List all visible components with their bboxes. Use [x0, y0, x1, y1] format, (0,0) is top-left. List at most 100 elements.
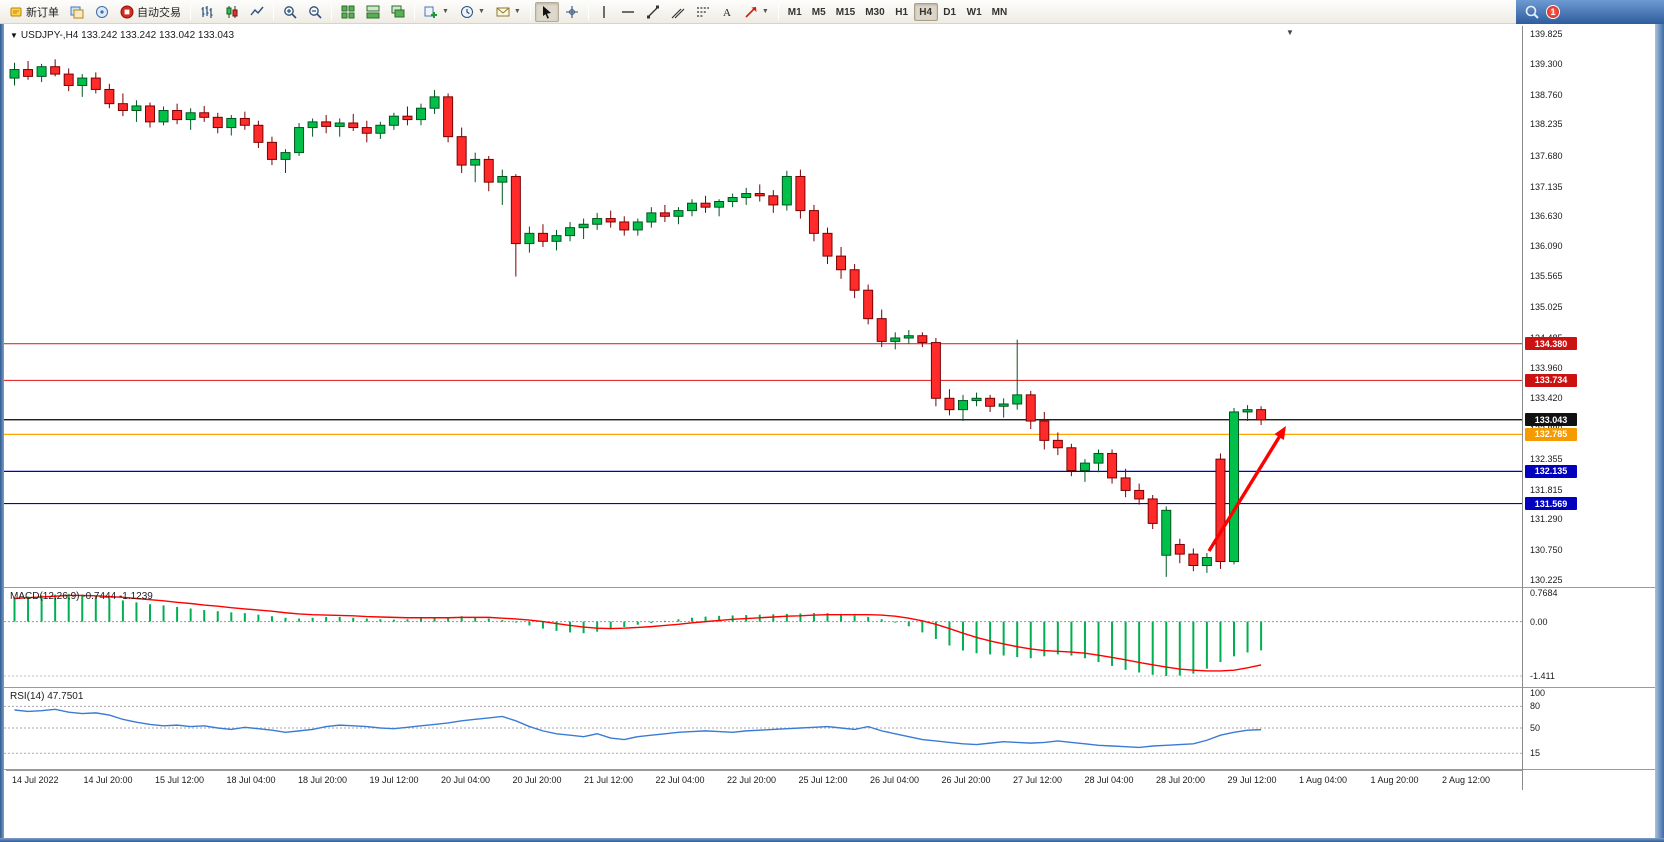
periods-button[interactable]: ▼ — [455, 2, 490, 22]
price-axis-label: 133.420 — [1530, 393, 1563, 404]
fibonacci-tool-button[interactable] — [691, 2, 715, 22]
rsi-value: 47.7501 — [47, 691, 84, 702]
candle — [416, 107, 426, 121]
bar-chart-button[interactable] — [195, 2, 219, 22]
candle — [1039, 420, 1050, 441]
vertical-line-tool-button[interactable] — [593, 2, 615, 22]
candle — [375, 124, 386, 134]
time-axis-label: 20 Jul 20:00 — [512, 775, 562, 785]
timeframe-button-mn[interactable]: MN — [987, 3, 1013, 21]
candle — [998, 403, 1009, 407]
time-axis[interactable]: 14 Jul 2022 14 Jul 20:00 15 Jul 12:00 18 Ju… — [6, 770, 1522, 790]
channel-tool-button[interactable] — [666, 2, 690, 22]
candle — [1188, 553, 1199, 566]
candle — [727, 197, 738, 202]
timeframe-button-w1[interactable]: W1 — [962, 3, 987, 21]
price-axis-label: 135.025 — [1530, 302, 1563, 312]
candle — [1161, 509, 1172, 556]
text-tool-button[interactable]: A — [716, 2, 738, 22]
candle — [808, 210, 819, 234]
equidistant-channel-icon — [671, 5, 685, 19]
autotrade-button[interactable]: 自动交易 — [115, 2, 186, 22]
price-tag-131.569[interactable]: 131.569 — [1525, 497, 1577, 511]
timeframe-button-h1[interactable]: H1 — [890, 3, 914, 21]
timeframe-button-m30[interactable]: M30 — [860, 3, 889, 21]
cursor-tool-button[interactable] — [534, 1, 559, 22]
price-axis[interactable]: 139.825 139.300 138.760 138.235 137.680 137.1… — [1524, 26, 1655, 586]
svg-text:A: A — [723, 7, 731, 19]
fibonacci-icon — [696, 5, 710, 19]
crosshair-tool-button[interactable] — [560, 2, 584, 22]
cascade-windows-icon — [391, 5, 405, 19]
candle — [334, 122, 345, 127]
main-toolbar: 新订单 自动交易 ▼ ▼ ▼ — [0, 0, 1516, 24]
candle — [1147, 498, 1158, 524]
arrange-vertical-button[interactable] — [361, 2, 385, 22]
candle — [402, 115, 413, 121]
macd-axis[interactable]: 0.7684 0.00 -1.411 — [1524, 588, 1655, 686]
price-tag-133.734[interactable]: 133.734 — [1525, 373, 1577, 387]
candle — [822, 232, 833, 257]
candle — [537, 232, 548, 242]
rsi-label: RSI(14) 47.7501 — [10, 691, 84, 702]
time-axis-label: 1 Aug 04:00 — [1299, 775, 1348, 785]
horizontal-line-tool-button[interactable] — [616, 2, 640, 22]
indicators-button[interactable]: ▼ — [419, 2, 454, 22]
search-icon[interactable] — [1524, 4, 1540, 20]
candle — [917, 335, 928, 344]
zoom-out-icon — [308, 5, 322, 19]
price-axis-label: 137.135 — [1530, 181, 1563, 192]
time-axis-label: 26 Jul 20:00 — [941, 775, 991, 785]
time-axis-label: 18 Jul 04:00 — [226, 775, 276, 785]
zoom-out-button[interactable] — [303, 2, 327, 22]
navigator-button[interactable] — [90, 2, 114, 22]
timeframe-button-m1[interactable]: M1 — [783, 3, 807, 21]
price-axis-label: 137.680 — [1530, 150, 1563, 161]
timeframe-button-h4[interactable]: H4 — [913, 3, 938, 22]
notification-badge[interactable]: 1 — [1546, 5, 1560, 19]
window-frame-left — [0, 24, 4, 838]
charts-profile-button[interactable] — [65, 2, 89, 22]
rsi-panel[interactable] — [4, 688, 1522, 768]
toolbar-separator — [529, 3, 531, 20]
rsi-axis-label: 100 — [1530, 688, 1546, 698]
timeframe-button-m15[interactable]: M15 — [831, 3, 860, 21]
expand-triangle-icon[interactable]: ▼ — [10, 31, 18, 40]
tile-windows-button[interactable] — [336, 2, 360, 22]
trend-arrow[interactable] — [1274, 426, 1286, 440]
timeframe-button-m5[interactable]: M5 — [807, 3, 831, 21]
panel-separator[interactable] — [4, 587, 1655, 588]
time-axis-label: 28 Jul 04:00 — [1084, 775, 1134, 785]
candle — [795, 175, 806, 212]
zoom-in-button[interactable] — [278, 2, 302, 22]
line-chart-button[interactable] — [245, 2, 269, 22]
price-tag-132.785[interactable]: 132.785 — [1525, 427, 1577, 441]
time-axis-label: 18 Jul 20:00 — [298, 775, 348, 785]
templates-icon — [496, 5, 510, 19]
candle — [497, 175, 508, 183]
candle — [1242, 409, 1253, 413]
rsi-axis[interactable]: 100 80 50 15 — [1524, 688, 1655, 768]
time-axis-label: 27 Jul 12:00 — [1013, 775, 1063, 785]
price-tag-132.135[interactable]: 132.135 — [1525, 464, 1577, 478]
price-tag-134.380[interactable]: 134.380 — [1525, 337, 1577, 351]
templates-button[interactable]: ▼ — [491, 2, 526, 22]
bar-chart-icon — [200, 5, 214, 19]
timeframe-button-d1[interactable]: D1 — [938, 3, 962, 21]
arrows-tool-button[interactable]: ▼ — [739, 2, 774, 22]
chart-shift-marker[interactable]: ▼ — [1286, 28, 1294, 37]
price-axis-label: 130.225 — [1530, 575, 1563, 585]
panel-separator[interactable] — [4, 687, 1655, 688]
new-order-button[interactable]: 新订单 — [4, 2, 64, 22]
main-chart-plot[interactable] — [4, 26, 1522, 586]
trendline-tool-button[interactable] — [641, 2, 665, 22]
price-tag-133.043[interactable]: 133.043 — [1525, 413, 1577, 427]
candlestick-chart-button[interactable] — [220, 2, 244, 22]
candle — [321, 121, 332, 127]
time-axis-label: 21 Jul 12:00 — [584, 775, 634, 785]
candle — [429, 96, 440, 109]
new-order-label: 新订单 — [26, 6, 59, 19]
toolbar-separator — [190, 3, 191, 20]
cascade-windows-button[interactable] — [386, 2, 410, 22]
macd-panel[interactable] — [4, 588, 1522, 686]
